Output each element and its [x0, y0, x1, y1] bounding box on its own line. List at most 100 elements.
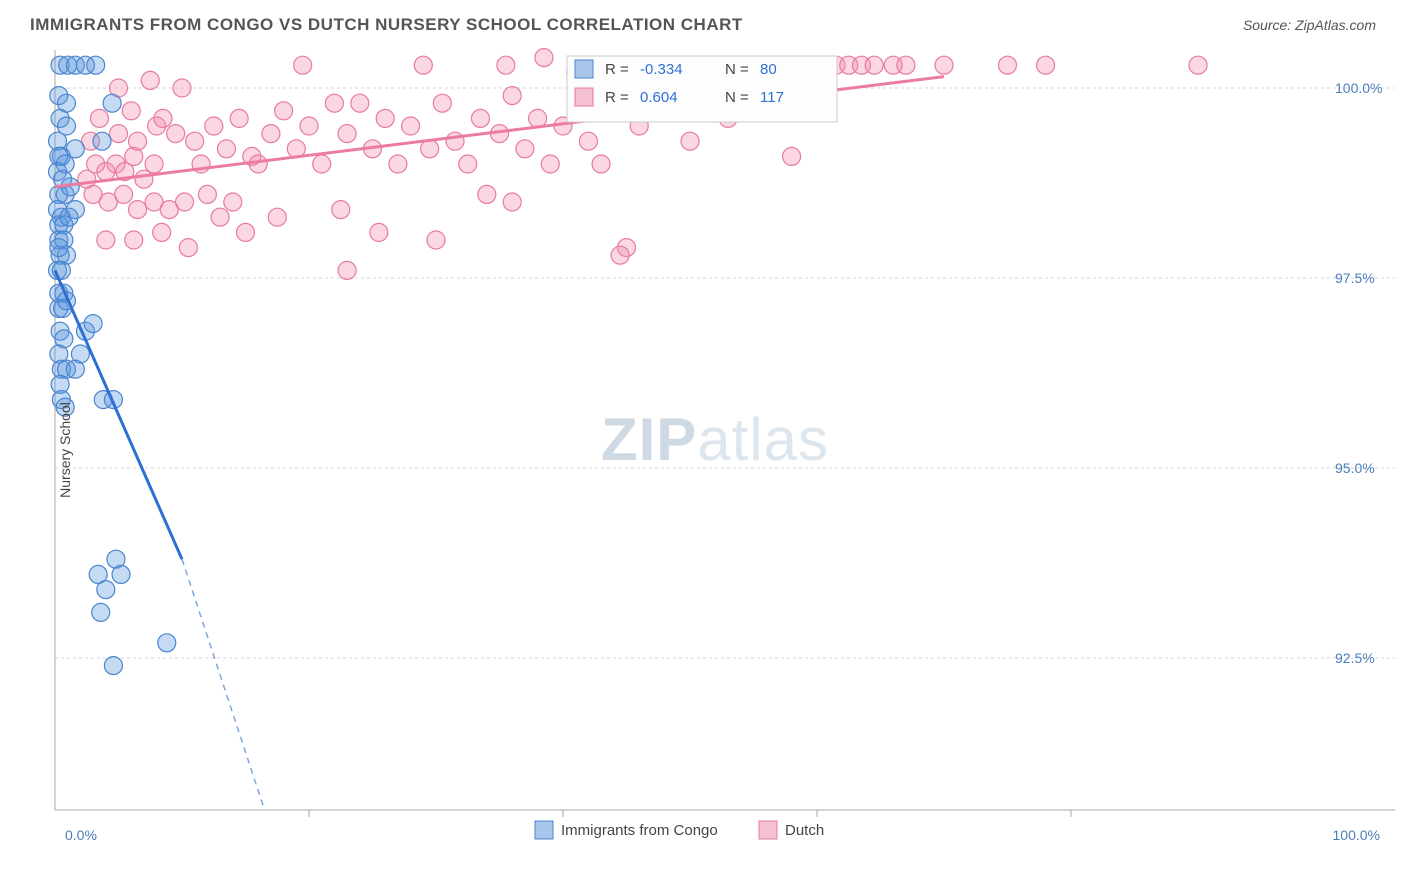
scatter-point-dutch	[211, 208, 229, 226]
scatter-point-dutch	[167, 125, 185, 143]
svg-text:100.0%: 100.0%	[1333, 827, 1380, 843]
scatter-point-dutch	[389, 155, 407, 173]
scatter-point-dutch	[153, 223, 171, 241]
legend-swatch	[535, 821, 553, 839]
chart-source: Source: ZipAtlas.com	[1243, 17, 1376, 33]
scatter-point-dutch	[129, 132, 147, 150]
scatter-point-dutch	[262, 125, 280, 143]
scatter-point-dutch	[865, 56, 883, 74]
scatter-point-congo	[97, 581, 115, 599]
svg-text:R =: R =	[605, 61, 629, 78]
scatter-point-dutch	[414, 56, 432, 74]
scatter-point-congo	[66, 201, 84, 219]
scatter-point-dutch	[338, 125, 356, 143]
scatter-point-dutch	[592, 155, 610, 173]
scatter-point-dutch	[402, 117, 420, 135]
scatter-point-dutch	[935, 56, 953, 74]
svg-text:R =: R =	[605, 89, 629, 106]
scatter-point-dutch	[97, 231, 115, 249]
scatter-point-congo	[93, 132, 111, 150]
scatter-point-congo	[66, 140, 84, 158]
scatter-point-dutch	[503, 193, 521, 211]
scatter-point-dutch	[173, 79, 191, 97]
scatter-point-dutch	[446, 132, 464, 150]
scatter-point-dutch	[376, 109, 394, 127]
scatter-point-dutch	[135, 170, 153, 188]
scatter-point-dutch	[300, 117, 318, 135]
scatter-point-dutch	[275, 102, 293, 120]
scatter-point-dutch	[90, 109, 108, 127]
correlation-scatter-chart: 92.5% 95.0% 97.5% 100.0% 0.0% 100.0% ZIPatlas R…	[35, 40, 1395, 860]
scatter-point-congo	[158, 634, 176, 652]
scatter-point-dutch	[224, 193, 242, 211]
scatter-point-congo	[71, 345, 89, 363]
scatter-point-congo	[87, 56, 105, 74]
scatter-point-congo	[104, 657, 122, 675]
scatter-point-dutch	[294, 56, 312, 74]
scatter-point-dutch	[176, 193, 194, 211]
scatter-point-dutch	[332, 201, 350, 219]
scatter-point-dutch	[179, 239, 197, 257]
legend-label: Dutch	[785, 822, 824, 839]
scatter-point-dutch	[1189, 56, 1207, 74]
scatter-point-dutch	[338, 261, 356, 279]
scatter-point-dutch	[579, 132, 597, 150]
scatter-point-dutch	[541, 155, 559, 173]
scatter-point-dutch	[427, 231, 445, 249]
svg-text:N =: N =	[725, 61, 749, 78]
y-axis-label: Nursery School	[57, 402, 73, 498]
scatter-point-dutch	[129, 201, 147, 219]
svg-text:117: 117	[760, 89, 784, 106]
svg-text:100.0%: 100.0%	[1335, 80, 1382, 96]
scatter-point-dutch	[897, 56, 915, 74]
scatter-point-dutch	[478, 185, 496, 203]
legend-label: Immigrants from Congo	[561, 822, 718, 839]
scatter-point-dutch	[268, 208, 286, 226]
svg-text:0.0%: 0.0%	[65, 827, 97, 843]
scatter-point-dutch	[503, 87, 521, 105]
scatter-point-dutch	[115, 185, 133, 203]
svg-text:N =: N =	[725, 89, 749, 106]
scatter-point-dutch	[237, 223, 255, 241]
stats-swatch	[575, 88, 593, 106]
scatter-point-congo	[84, 315, 102, 333]
trendline-congo-extrap	[182, 559, 265, 810]
scatter-point-dutch	[249, 155, 267, 173]
scatter-point-congo	[103, 94, 121, 112]
scatter-point-dutch	[497, 56, 515, 74]
scatter-point-congo	[112, 565, 130, 583]
svg-text:97.5%: 97.5%	[1335, 270, 1375, 286]
scatter-point-dutch	[783, 147, 801, 165]
trendline-congo	[55, 270, 182, 559]
scatter-point-dutch	[999, 56, 1017, 74]
svg-text:95.0%: 95.0%	[1335, 460, 1375, 476]
scatter-point-dutch	[230, 109, 248, 127]
scatter-point-dutch	[351, 94, 369, 112]
scatter-point-dutch	[205, 117, 223, 135]
scatter-point-dutch	[325, 94, 343, 112]
scatter-point-dutch	[141, 71, 159, 89]
scatter-point-dutch	[122, 102, 140, 120]
svg-text:0.604: 0.604	[640, 89, 678, 106]
svg-text:ZIPatlas: ZIPatlas	[601, 406, 829, 473]
scatter-point-dutch	[611, 246, 629, 264]
scatter-point-dutch	[516, 140, 534, 158]
svg-text:80: 80	[760, 61, 777, 78]
scatter-point-dutch	[1037, 56, 1055, 74]
scatter-point-dutch	[459, 155, 477, 173]
svg-text:-0.334: -0.334	[640, 61, 683, 78]
scatter-point-dutch	[433, 94, 451, 112]
scatter-point-dutch	[471, 109, 489, 127]
scatter-point-dutch	[198, 185, 216, 203]
svg-text:92.5%: 92.5%	[1335, 650, 1375, 666]
scatter-point-dutch	[370, 223, 388, 241]
scatter-point-dutch	[681, 132, 699, 150]
scatter-point-dutch	[186, 132, 204, 150]
scatter-point-dutch	[125, 231, 143, 249]
scatter-point-congo	[50, 239, 68, 257]
scatter-point-congo	[92, 603, 110, 621]
scatter-point-dutch	[313, 155, 331, 173]
stats-swatch	[575, 60, 593, 78]
chart-title: IMMIGRANTS FROM CONGO VS DUTCH NURSERY S…	[30, 15, 743, 35]
scatter-point-dutch	[110, 125, 128, 143]
